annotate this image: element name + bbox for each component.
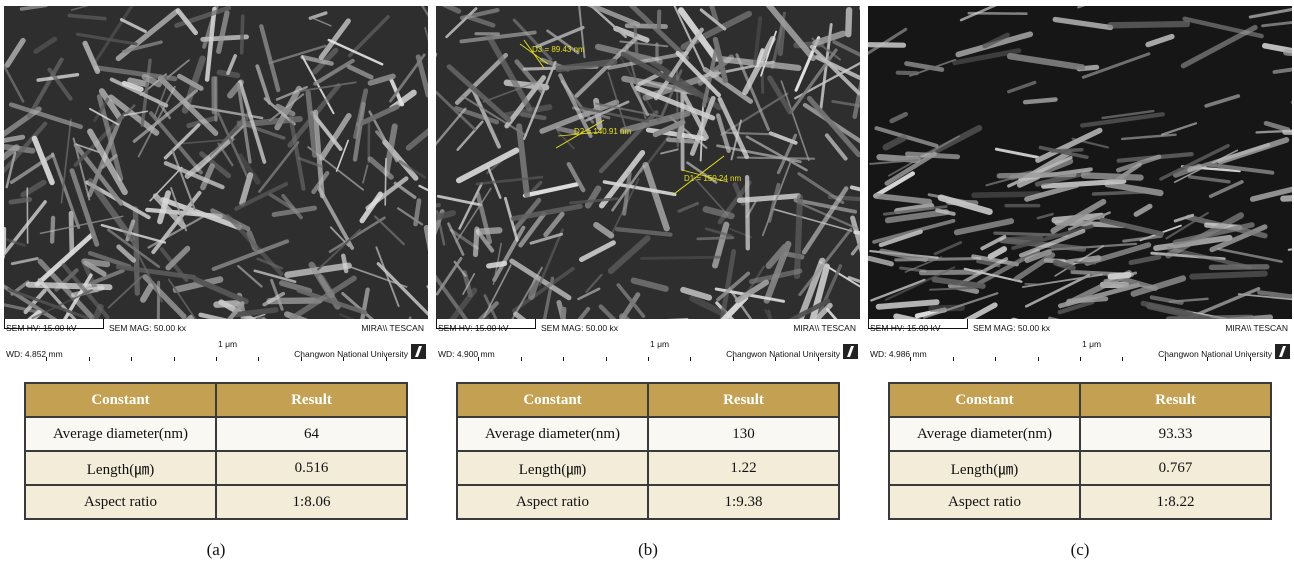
row-value: 1:9.38	[647, 484, 840, 520]
header-result: Result	[1079, 382, 1272, 418]
row-label: Average diameter(nm)	[456, 416, 649, 452]
header-result: Result	[215, 382, 408, 418]
sem-mag-label: SEM MAG: 50.00 kx	[541, 323, 618, 333]
panel-caption: (c)	[1070, 540, 1090, 559]
row-label: Length(㎛)	[24, 450, 217, 486]
panel-c: SEM HV: 15.00 kV SEM MAG: 50.00 kx 1 μm …	[868, 0, 1292, 574]
row-value: 1.22	[647, 450, 840, 486]
sem-wd-label: WD: 4.900 mm	[438, 349, 495, 359]
tescan-logo-icon	[1275, 344, 1290, 359]
measurement-d1-label: D1 = 150.24 nm	[684, 174, 741, 183]
sem-info-bar: SEM HV: 15.00 kV SEM MAG: 50.00 kx 1 μm …	[436, 319, 860, 361]
table-row: Aspect ratio 1:8.06	[24, 484, 408, 520]
row-label: Aspect ratio	[24, 484, 217, 520]
sem-micrograph-a: SEM HV: 15.00 kV SEM MAG: 50.00 kx 1 μm …	[4, 6, 428, 361]
panel-caption: (a)	[206, 540, 226, 559]
table-row: Length(㎛) 0.767	[888, 450, 1272, 486]
header-constant: Constant	[456, 382, 649, 418]
row-label: Average diameter(nm)	[888, 416, 1081, 452]
scale-bar-label: 1 μm	[650, 339, 670, 349]
table-row: Length(㎛) 1.22	[456, 450, 840, 486]
nanorod-texture	[868, 6, 1292, 319]
panel-b: D3 = 89.43 nm D2 = 140.91 nm D1 = 150.24…	[436, 0, 860, 574]
panel-caption: (b)	[638, 540, 658, 559]
header-constant: Constant	[24, 382, 217, 418]
sem-image-a	[4, 6, 428, 319]
table-header-row: Constant Result	[888, 382, 1272, 418]
table-row: Average diameter(nm) 64	[24, 416, 408, 452]
sem-hv-label: SEM HV: 15.00 kV	[870, 323, 941, 333]
measurement-annotations: D3 = 89.43 nm D2 = 140.91 nm D1 = 150.24…	[519, 39, 741, 195]
table-row: Average diameter(nm) 93.33	[888, 416, 1272, 452]
sem-image-b: D3 = 89.43 nm D2 = 140.91 nm D1 = 150.24…	[436, 6, 860, 319]
row-label: Aspect ratio	[456, 484, 649, 520]
table-header-row: Constant Result	[456, 382, 840, 418]
scale-bar	[436, 319, 819, 361]
sem-wd-label: WD: 4.852 mm	[6, 349, 63, 359]
measurement-tick	[681, 169, 729, 183]
header-result: Result	[647, 382, 840, 418]
sem-mag-label: SEM MAG: 50.00 kx	[973, 323, 1050, 333]
scale-bar	[4, 319, 387, 361]
scale-bar-label: 1 μm	[1082, 339, 1102, 349]
sem-info-bar: SEM HV: 15.00 kV SEM MAG: 50.00 kx 1 μm …	[868, 319, 1292, 361]
row-value: 1:8.22	[1079, 484, 1272, 520]
row-label: Length(㎛)	[888, 450, 1081, 486]
sem-image-c	[868, 6, 1292, 319]
row-value: 0.516	[215, 450, 408, 486]
panel-a: SEM HV: 15.00 kV SEM MAG: 50.00 kx 1 μm …	[4, 0, 428, 574]
sem-brand-label: MIRA\\ TESCAN	[361, 323, 424, 333]
row-label: Average diameter(nm)	[24, 416, 217, 452]
measurement-tick	[519, 43, 549, 65]
row-label: Length(㎛)	[456, 450, 649, 486]
row-value: 93.33	[1079, 416, 1272, 452]
sem-brand-label: MIRA\\ TESCAN	[793, 323, 856, 333]
row-value: 130	[647, 416, 840, 452]
measurement-tick	[557, 131, 603, 137]
scale-bar-label: 1 μm	[218, 339, 238, 349]
header-constant: Constant	[888, 382, 1081, 418]
nanorod-texture	[4, 6, 428, 319]
sem-university-label: Changwon National University	[1158, 349, 1272, 359]
table-row: Aspect ratio 1:9.38	[456, 484, 840, 520]
table-header-row: Constant Result	[24, 382, 408, 418]
table-row: Length(㎛) 0.516	[24, 450, 408, 486]
sem-info-bar: SEM HV: 15.00 kV SEM MAG: 50.00 kx 1 μm …	[4, 319, 428, 361]
sem-hv-label: SEM HV: 15.00 kV	[438, 323, 509, 333]
row-value: 64	[215, 416, 408, 452]
sem-university-label: Changwon National University	[294, 349, 408, 359]
sem-brand-label: MIRA\\ TESCAN	[1225, 323, 1288, 333]
scale-bar	[868, 319, 1251, 361]
row-label: Aspect ratio	[888, 484, 1081, 520]
table-row: Aspect ratio 1:8.22	[888, 484, 1272, 520]
results-table-c: Constant Result Average diameter(nm) 93.…	[888, 382, 1272, 520]
measurement-line-d1	[673, 155, 725, 195]
row-value: 1:8.06	[215, 484, 408, 520]
table-row: Average diameter(nm) 130	[456, 416, 840, 452]
measurement-d3-label: D3 = 89.43 nm	[532, 45, 585, 54]
sem-mag-label: SEM MAG: 50.00 kx	[109, 323, 186, 333]
tescan-logo-icon	[843, 344, 858, 359]
sem-micrograph-c: SEM HV: 15.00 kV SEM MAG: 50.00 kx 1 μm …	[868, 6, 1292, 361]
results-table-b: Constant Result Average diameter(nm) 130…	[456, 382, 840, 520]
sem-wd-label: WD: 4.986 mm	[870, 349, 927, 359]
sem-university-label: Changwon National University	[726, 349, 840, 359]
sem-hv-label: SEM HV: 15.00 kV	[6, 323, 77, 333]
sem-micrograph-b: D3 = 89.43 nm D2 = 140.91 nm D1 = 150.24…	[436, 6, 860, 361]
results-table-a: Constant Result Average diameter(nm) 64 …	[24, 382, 408, 520]
row-value: 0.767	[1079, 450, 1272, 486]
tescan-logo-icon	[411, 344, 426, 359]
nanorod-texture	[436, 6, 860, 319]
measurement-d2-label: D2 = 140.91 nm	[574, 127, 631, 136]
